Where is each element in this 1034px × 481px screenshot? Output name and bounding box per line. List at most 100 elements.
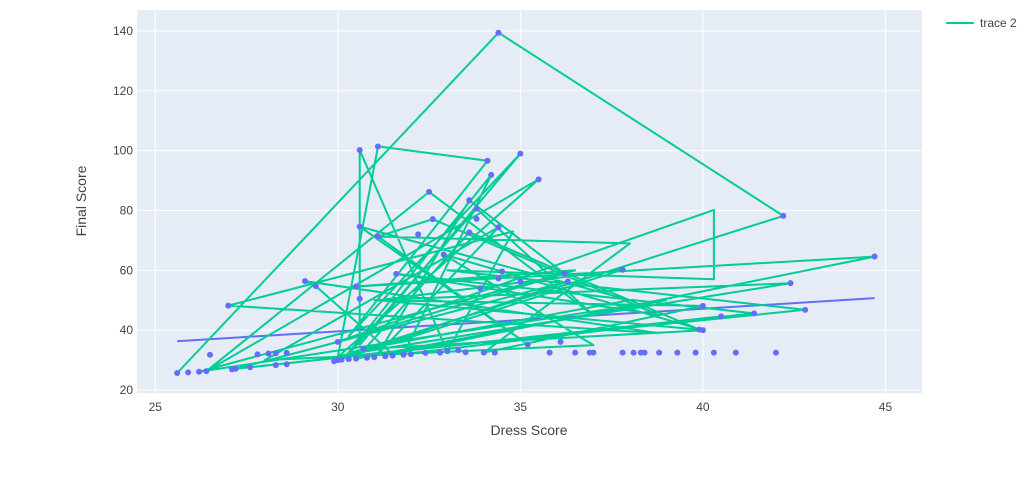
- data-point: [207, 351, 214, 358]
- data-point: [225, 302, 232, 309]
- data-point: [718, 313, 725, 320]
- data-point: [356, 147, 363, 154]
- y-tick-label: 20: [120, 383, 134, 397]
- legend-label-trace-2: trace 2: [980, 16, 1017, 30]
- x-tick-label: 30: [331, 400, 345, 414]
- data-point: [473, 215, 480, 222]
- data-point: [462, 349, 469, 356]
- data-point: [495, 224, 502, 231]
- x-tick-labels: 25 30 35 40 45: [149, 400, 893, 414]
- data-point: [466, 197, 473, 204]
- data-point: [174, 369, 181, 376]
- data-point: [247, 364, 254, 371]
- data-point: [491, 349, 498, 356]
- x-tick-label: 35: [514, 400, 528, 414]
- data-point: [265, 350, 272, 357]
- data-point: [699, 302, 706, 309]
- data-point: [444, 348, 451, 355]
- data-point: [283, 361, 290, 368]
- y-tick-label: 40: [120, 323, 134, 337]
- data-point: [517, 278, 524, 285]
- data-point: [272, 350, 279, 357]
- data-point: [353, 355, 360, 362]
- data-point: [484, 157, 491, 164]
- data-point: [780, 212, 787, 219]
- x-tick-label: 45: [879, 400, 893, 414]
- data-point: [374, 143, 381, 150]
- y-tick-label: 60: [120, 263, 134, 277]
- data-point: [360, 346, 367, 353]
- data-point: [393, 270, 400, 277]
- x-axis-title: Dress Score: [490, 422, 567, 438]
- y-tick-label: 120: [113, 84, 133, 98]
- data-point: [787, 280, 794, 287]
- data-point: [488, 171, 495, 178]
- points-group: [174, 29, 878, 376]
- data-point: [301, 278, 308, 285]
- data-point: [203, 368, 210, 375]
- data-point: [499, 268, 506, 275]
- data-point: [564, 278, 571, 285]
- data-point: [495, 29, 502, 36]
- data-point: [345, 356, 352, 363]
- data-point: [374, 233, 381, 240]
- x-tick-label: 40: [696, 400, 710, 414]
- data-point: [590, 349, 597, 356]
- grid-lines: [137, 10, 922, 393]
- data-point: [619, 349, 626, 356]
- data-point: [353, 283, 360, 290]
- data-point: [524, 341, 531, 348]
- data-point: [196, 368, 203, 375]
- data-point: [338, 356, 345, 363]
- data-point: [517, 150, 524, 157]
- data-point: [455, 347, 462, 354]
- data-point: [400, 351, 407, 358]
- data-point: [656, 349, 663, 356]
- data-point: [334, 338, 341, 345]
- data-point: [356, 295, 363, 302]
- data-point: [312, 283, 319, 290]
- data-point: [495, 275, 502, 282]
- data-point: [232, 365, 239, 372]
- x-tick-label: 25: [149, 400, 163, 414]
- data-point: [185, 369, 192, 376]
- data-point: [630, 349, 637, 356]
- data-point: [557, 338, 564, 345]
- data-point: [426, 188, 433, 195]
- data-point: [364, 354, 371, 361]
- plot-background: [137, 10, 922, 393]
- legend[interactable]: trace 2: [946, 16, 1017, 30]
- data-point: [415, 231, 422, 238]
- data-point: [437, 349, 444, 356]
- data-point: [480, 349, 487, 356]
- y-tick-labels: 20 40 60 80 100 120 140: [113, 24, 133, 397]
- data-point: [440, 251, 447, 258]
- data-point: [371, 354, 378, 361]
- data-point: [429, 216, 436, 223]
- data-point: [641, 349, 648, 356]
- data-point: [751, 310, 758, 317]
- data-point: [389, 352, 396, 359]
- data-point: [546, 349, 553, 356]
- data-point: [272, 362, 279, 369]
- data-point: [535, 176, 542, 183]
- data-point: [473, 205, 480, 212]
- data-point: [732, 349, 739, 356]
- data-point: [692, 349, 699, 356]
- data-point: [674, 349, 681, 356]
- data-point: [572, 349, 579, 356]
- data-point: [699, 327, 706, 334]
- data-point: [466, 229, 473, 236]
- data-point: [477, 285, 484, 292]
- data-point: [802, 306, 809, 313]
- data-point: [422, 349, 429, 356]
- y-tick-label: 80: [120, 203, 134, 217]
- data-point: [619, 266, 626, 273]
- data-point: [871, 253, 878, 260]
- data-point: [561, 270, 568, 277]
- data-point: [407, 351, 414, 358]
- y-tick-label: 100: [113, 144, 133, 158]
- data-point: [254, 351, 261, 358]
- data-point: [382, 353, 389, 360]
